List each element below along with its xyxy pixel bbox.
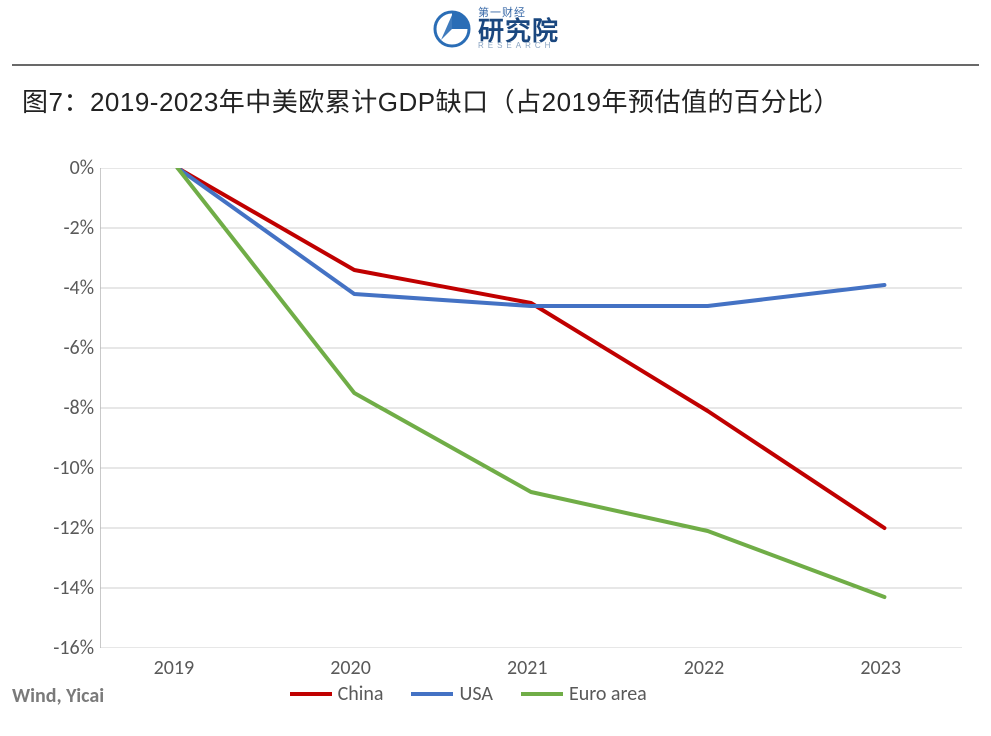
legend-item: China (290, 682, 384, 706)
x-tick-label: 2021 (507, 656, 548, 680)
logo-english-text: RESEARCH (478, 42, 559, 50)
logo-mark-icon (432, 9, 472, 49)
x-tick-label: 2019 (154, 656, 195, 680)
chart-legend: China USA Euro area (290, 682, 647, 706)
y-tick-label: -12% (53, 516, 94, 540)
legend-swatch-icon (411, 692, 453, 696)
x-tick-label: 2022 (684, 656, 725, 680)
y-tick-label: -6% (63, 336, 94, 360)
header-divider (12, 64, 979, 66)
legend-label: Euro area (569, 682, 647, 706)
legend-item: Euro area (521, 682, 647, 706)
legend-swatch-icon (290, 692, 332, 696)
legend-item: USA (411, 682, 492, 706)
y-tick-label: -16% (53, 636, 94, 660)
plot-area (100, 168, 962, 648)
y-tick-label: -14% (53, 576, 94, 600)
legend-label: China (338, 682, 384, 706)
x-tick-label: 2023 (860, 656, 901, 680)
y-tick-label: 0% (70, 156, 94, 180)
legend-swatch-icon (521, 692, 563, 696)
y-tick-label: -10% (53, 456, 94, 480)
legend-label: USA (459, 682, 492, 706)
y-tick-label: -2% (63, 216, 94, 240)
figure-title: 图7：2019-2023年中美欧累计GDP缺口（占2019年预估值的百分比） (22, 82, 840, 119)
y-tick-label: -8% (63, 396, 94, 420)
data-source-label: Wind, Yicai (12, 684, 104, 708)
x-tick-label: 2020 (330, 656, 371, 680)
gdp-gap-chart: 0% -2% -4% -6% -8% -10% -12% -14% -16% 2019 2020 20… (12, 138, 977, 694)
brand-logo: 第一财经 研究院 RESEARCH (0, 8, 991, 54)
y-tick-label: -4% (63, 276, 94, 300)
